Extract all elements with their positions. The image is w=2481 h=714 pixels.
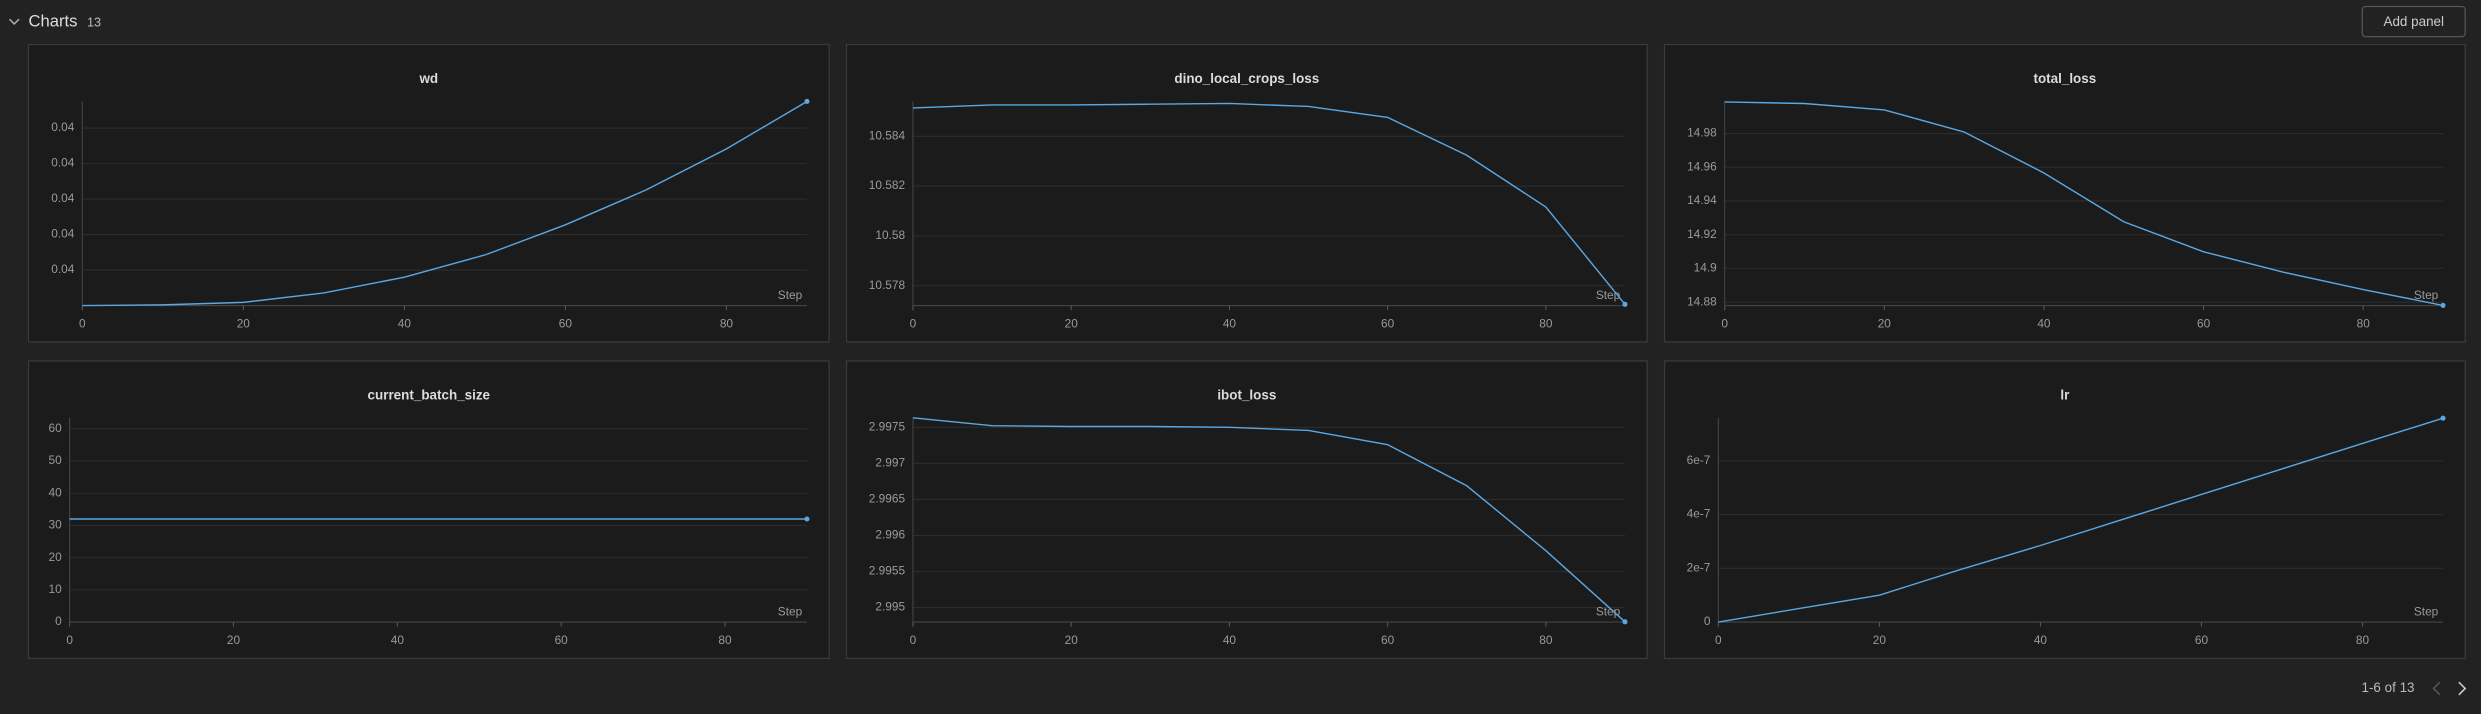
x-axis-label: Step [778, 605, 803, 619]
panel [845, 360, 1648, 660]
y-tick-label: 50 [49, 453, 63, 467]
x-tick-label: 60 [2197, 317, 2211, 331]
x-tick-label: 40 [2037, 317, 2051, 331]
x-tick-label: 40 [391, 633, 405, 647]
y-tick-label: 0.04 [51, 120, 74, 134]
x-tick-label: 40 [398, 317, 412, 331]
chart-title: wd [418, 71, 438, 86]
x-tick-label: 20 [1878, 317, 1892, 331]
y-tick-label: 10 [49, 582, 63, 596]
series-line [1718, 417, 2444, 623]
y-tick-label: 0.04 [51, 262, 74, 276]
x-axis-label: Step [2414, 605, 2439, 619]
panel [845, 43, 1648, 343]
panel [27, 43, 830, 343]
series-line [82, 100, 808, 307]
x-tick-label: 20 [1873, 633, 1887, 647]
chart-title: total_loss [2033, 71, 2096, 86]
y-tick-label: 0.04 [51, 156, 74, 170]
prev-page[interactable] [2432, 681, 2441, 696]
y-tick-label: 0.04 [51, 191, 74, 205]
x-tick-label: 60 [555, 633, 569, 647]
chart-title: ibot_loss [1217, 387, 1276, 402]
x-tick-label: 40 [2034, 633, 2048, 647]
y-tick-label: 14.9 [1694, 261, 1717, 275]
last-point [1622, 301, 1628, 307]
series-line [912, 417, 1626, 623]
y-tick-label: 2.997 [875, 455, 905, 469]
x-tick-label: 0 [79, 317, 86, 331]
x-tick-label: 0 [1721, 317, 1728, 331]
x-tick-label: 80 [2356, 633, 2370, 647]
add-panel-button[interactable] [2361, 5, 2466, 38]
last-point [2440, 302, 2446, 308]
y-tick-label: 60 [49, 421, 63, 435]
y-tick-label: 4e-7 [1687, 507, 1711, 521]
x-tick-label: 80 [718, 633, 732, 647]
x-tick-label: 40 [1223, 633, 1237, 647]
x-tick-label: 20 [227, 633, 241, 647]
y-tick-label: 14.92 [1687, 227, 1717, 241]
y-tick-label: 20 [49, 550, 63, 564]
x-axis-label: Step [1596, 605, 1621, 619]
x-tick-label: 0 [910, 317, 917, 331]
series-line [1724, 101, 2444, 307]
pagination: 1-6 of 13 [2361, 680, 2414, 695]
y-tick-label: 10.578 [869, 278, 906, 292]
y-tick-label: 40 [49, 485, 63, 499]
x-tick-label: 60 [1381, 317, 1395, 331]
y-tick-label: 14.88 [1687, 294, 1717, 308]
chart-title: lr [2060, 387, 2070, 402]
section-title: Charts [28, 12, 77, 31]
x-tick-label: 20 [237, 317, 251, 331]
y-tick-label: 0 [1704, 614, 1711, 628]
y-tick-label: 2.9975 [869, 419, 906, 433]
series-line [912, 102, 1626, 305]
x-tick-label: 0 [66, 633, 73, 647]
next-page[interactable] [2458, 681, 2467, 696]
x-tick-label: 80 [1539, 317, 1553, 331]
y-tick-label: 2e-7 [1687, 560, 1711, 574]
panel [1663, 360, 2466, 660]
y-tick-label: 14.98 [1687, 126, 1717, 140]
last-point [804, 516, 810, 522]
x-tick-label: 80 [1539, 633, 1553, 647]
y-tick-label: 6e-7 [1687, 453, 1711, 467]
x-axis-label: Step [2414, 288, 2439, 302]
y-tick-label: 10.582 [869, 178, 905, 192]
section-count: 13 [87, 15, 101, 29]
x-tick-label: 20 [1065, 633, 1079, 647]
add-panel-label: Add panel [2383, 14, 2444, 29]
panel [1663, 43, 2466, 343]
y-tick-label: 2.996 [875, 528, 905, 542]
x-tick-label: 0 [910, 633, 917, 647]
x-tick-label: 20 [1065, 317, 1079, 331]
y-tick-label: 2.9955 [869, 564, 906, 578]
x-tick-label: 60 [559, 317, 573, 331]
collapse-chevron[interactable] [8, 18, 20, 26]
y-tick-label: 10.584 [869, 128, 906, 142]
last-point [2440, 415, 2446, 421]
last-point [1622, 619, 1628, 625]
panel [27, 360, 830, 660]
y-tick-label: 10.58 [875, 228, 905, 242]
x-tick-label: 80 [2357, 317, 2371, 331]
y-tick-label: 2.9965 [869, 492, 906, 506]
y-tick-label: 2.995 [875, 600, 905, 614]
chart-title: current_batch_size [368, 387, 491, 402]
last-point [804, 98, 810, 104]
x-tick-label: 80 [720, 317, 734, 331]
chart-title: dino_local_crops_loss [1174, 71, 1319, 86]
y-tick-label: 0.04 [51, 227, 74, 241]
y-tick-label: 14.94 [1687, 193, 1717, 207]
y-tick-label: 14.96 [1687, 159, 1717, 173]
x-axis-label: Step [778, 288, 803, 302]
x-tick-label: 0 [1715, 633, 1722, 647]
x-tick-label: 60 [2195, 633, 2209, 647]
y-tick-label: 30 [49, 518, 63, 532]
x-tick-label: 40 [1223, 317, 1237, 331]
x-tick-label: 60 [1381, 633, 1395, 647]
y-tick-label: 0 [55, 614, 62, 628]
